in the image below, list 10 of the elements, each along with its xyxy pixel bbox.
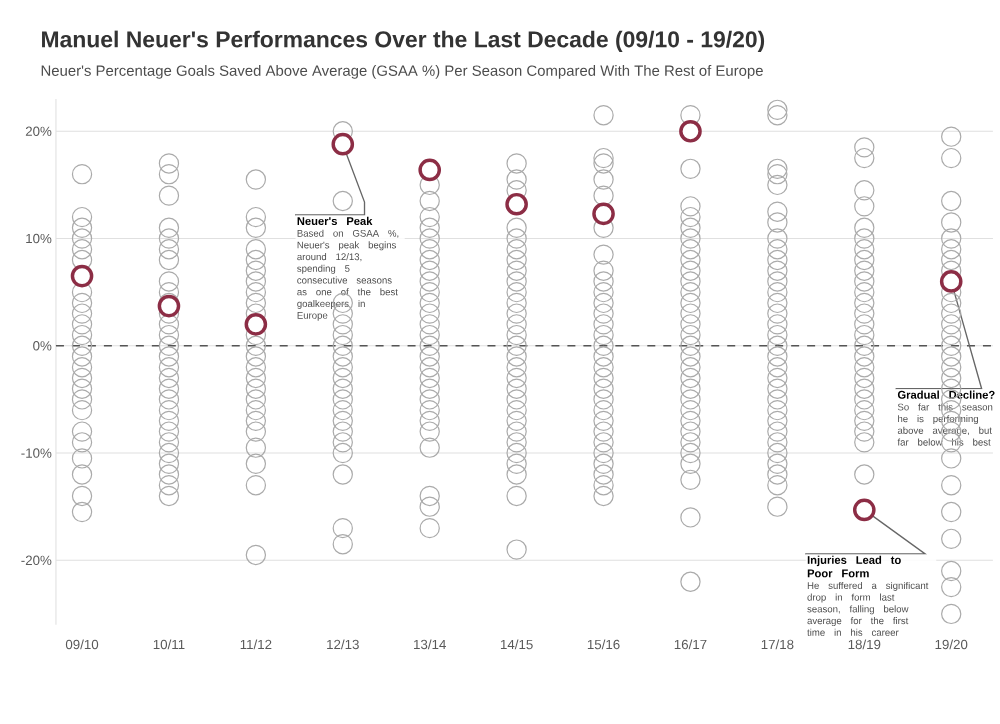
point [592,202,615,226]
point [679,120,702,143]
point [505,193,528,216]
point [852,498,876,522]
chart-title: Manuel Neuer's Performances Over the Last Decade (09/10 - 19/20) [42,31,765,53]
point [244,313,268,337]
point [418,158,442,182]
point [331,133,355,156]
point [70,265,94,288]
point [939,270,963,294]
